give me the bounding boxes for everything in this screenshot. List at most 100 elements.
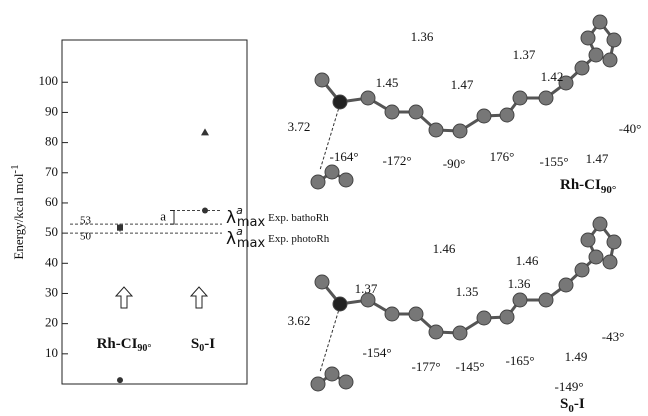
bond-label: -43° — [602, 329, 625, 344]
y-tick-label: 20 — [45, 315, 58, 330]
atom — [559, 278, 573, 292]
title-sub: 90° — [601, 184, 616, 196]
atom — [311, 175, 325, 189]
arrow — [191, 287, 207, 308]
lambda-sub: max — [237, 236, 266, 251]
atom — [325, 367, 339, 381]
bond-label: 1.35 — [456, 284, 479, 299]
point — [202, 207, 208, 213]
atom — [361, 91, 375, 105]
atom — [315, 275, 329, 289]
lambda-note: Exp. bathoRh — [268, 212, 329, 224]
atom — [607, 33, 621, 47]
bond-label: 1.37 — [513, 47, 536, 62]
bond-label: 1.36 — [411, 29, 434, 44]
atom — [513, 293, 527, 307]
bond-label: 3.72 — [288, 119, 311, 134]
y-tick-label: 60 — [45, 194, 58, 209]
atom — [539, 91, 553, 105]
contact — [320, 306, 340, 372]
bond-label: -90° — [443, 156, 466, 171]
category-name: Rh-CI — [97, 336, 138, 352]
atom — [500, 108, 514, 122]
bond-label: 1.47 — [586, 151, 609, 166]
atom — [385, 307, 399, 321]
atom — [453, 326, 467, 340]
bond-label: 1.49 — [565, 349, 588, 364]
atom — [339, 375, 353, 389]
atom — [607, 235, 621, 249]
bond-label: 3.62 — [288, 313, 311, 328]
title-main: Rh-CI — [560, 177, 601, 193]
atom — [500, 310, 514, 324]
bond-label: 1.46 — [516, 253, 539, 268]
bond-label: -172° — [382, 153, 411, 168]
atom — [581, 233, 595, 247]
bonds — [322, 224, 614, 333]
atom — [315, 73, 329, 87]
atom — [575, 263, 589, 277]
bond-label: -155° — [539, 154, 568, 169]
bond-label: 176° — [490, 149, 515, 164]
atom — [513, 91, 527, 105]
y-tick-label: 80 — [45, 134, 58, 149]
atom — [593, 15, 607, 29]
molecule-title: Rh-CI90° — [560, 177, 616, 195]
bond-label: -145° — [455, 359, 484, 374]
figure: Energy/kcal mol-1 102030405060708090100R… — [0, 0, 648, 416]
atom — [575, 61, 589, 75]
bond-label: 1.36 — [508, 276, 531, 291]
atom — [477, 311, 491, 325]
category-name: S — [191, 336, 199, 352]
atom — [339, 173, 353, 187]
atom — [453, 124, 467, 138]
reference-value: 53 — [80, 215, 92, 227]
atom — [477, 109, 491, 123]
lambda: λ — [226, 208, 236, 228]
bond-label: -149° — [554, 379, 583, 394]
y-tick-label: 50 — [45, 224, 58, 239]
point — [201, 128, 209, 135]
lambda: λ — [226, 229, 236, 249]
atom — [539, 293, 553, 307]
reference-value: 50 — [80, 231, 92, 243]
atom — [603, 255, 617, 269]
title-suffix: -I — [574, 396, 585, 412]
y-tick-label: 40 — [45, 254, 58, 269]
bond-label: 1.47 — [451, 77, 474, 92]
category-sub: 90° — [137, 343, 151, 354]
arrow — [116, 287, 132, 308]
bracket-label: a — [160, 208, 166, 223]
y-tick-label: 10 — [45, 345, 58, 360]
bond-label: 1.42 — [541, 69, 564, 84]
atom — [333, 95, 347, 109]
molecule-title: S0-I — [560, 396, 585, 414]
lambda-note: Exp. photoRh — [268, 233, 330, 245]
bond-label: -177° — [411, 359, 440, 374]
point — [117, 225, 123, 231]
bond-label: -164° — [329, 149, 358, 164]
bond-label: -40° — [619, 121, 642, 136]
bond-label: 1.46 — [433, 241, 456, 256]
atom — [429, 123, 443, 137]
atom — [593, 217, 607, 231]
atom — [311, 377, 325, 391]
bracket — [170, 210, 174, 224]
point — [117, 377, 123, 383]
y-axis-label: Energy/kcal mol-1 — [9, 164, 26, 259]
atom — [385, 105, 399, 119]
y-tick-label: 70 — [45, 164, 58, 179]
bond-label: -154° — [362, 345, 391, 360]
atom — [429, 325, 443, 339]
bond-label: -165° — [505, 353, 534, 368]
atom — [589, 250, 603, 264]
atom — [589, 48, 603, 62]
category-label: Rh-CI90° — [97, 336, 152, 354]
title-main: S — [560, 396, 568, 412]
atom — [325, 165, 339, 179]
bond-label: 1.37 — [355, 281, 378, 296]
y-tick-label: 30 — [45, 284, 58, 299]
y-tick-label: 90 — [45, 103, 58, 118]
category-label: S0-I — [191, 336, 215, 354]
